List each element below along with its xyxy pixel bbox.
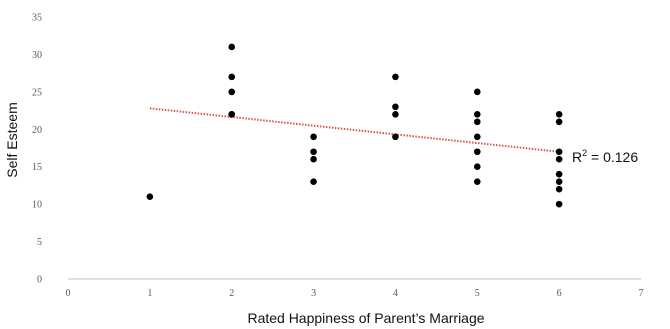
x-tick-label: 5: [475, 288, 480, 299]
y-tick-label: 5: [37, 237, 42, 248]
r-squared-superscript: 2: [582, 148, 587, 158]
y-tick-label: 0: [37, 275, 42, 286]
x-tick-label: 0: [66, 288, 71, 299]
x-tick-label: 4: [393, 288, 398, 299]
x-tick-label: 2: [229, 288, 234, 299]
data-point: [555, 178, 563, 185]
data-point: [473, 163, 481, 171]
y-tick-labels: 0 5 10 15 20 25 30 35: [32, 13, 42, 286]
data-point: [473, 178, 481, 185]
data-points: [146, 43, 563, 208]
data-point: [392, 103, 399, 111]
data-point: [146, 193, 154, 200]
x-tick-labels: 0 1 2 3 4 5 6 7: [66, 288, 644, 299]
data-point: [392, 111, 399, 118]
x-tick-label: 3: [311, 288, 316, 299]
data-point: [555, 118, 563, 126]
x-tick-label: 7: [639, 288, 644, 299]
data-point: [555, 155, 563, 163]
data-point: [473, 148, 481, 156]
data-point: [555, 200, 563, 208]
r-squared-annotation: R2 = 0.126: [572, 148, 638, 165]
data-point: [473, 111, 481, 118]
data-point: [555, 148, 563, 156]
data-point: [310, 148, 317, 156]
y-tick-label: 25: [32, 87, 42, 98]
y-tick-label: 15: [32, 162, 42, 173]
y-tick-label: 20: [32, 125, 42, 136]
data-point: [228, 88, 236, 96]
y-tick-label: 30: [32, 50, 42, 61]
data-point: [473, 88, 481, 96]
x-tick-label: 1: [147, 288, 152, 299]
data-point: [310, 155, 317, 163]
x-axis-title: Rated Happiness of Parent’s Marriage: [247, 310, 484, 326]
r-squared-prefix: R: [572, 149, 582, 165]
data-point: [228, 73, 236, 81]
r-squared-value: = 0.126: [587, 149, 638, 165]
data-point: [310, 133, 317, 141]
data-point: [310, 178, 317, 185]
x-tick-label: 6: [557, 288, 562, 299]
data-point: [228, 43, 236, 51]
data-point: [555, 170, 563, 178]
data-point: [555, 111, 563, 118]
y-tick-label: 10: [32, 200, 42, 211]
trendline: [149, 107, 560, 153]
y-tick-label: 35: [32, 13, 42, 24]
data-point: [555, 185, 563, 193]
data-point: [228, 111, 236, 118]
data-point: [392, 133, 399, 141]
data-point: [392, 73, 399, 81]
data-point: [473, 118, 481, 126]
y-axis-title: Self Esteem: [4, 102, 20, 177]
data-point: [473, 133, 481, 141]
